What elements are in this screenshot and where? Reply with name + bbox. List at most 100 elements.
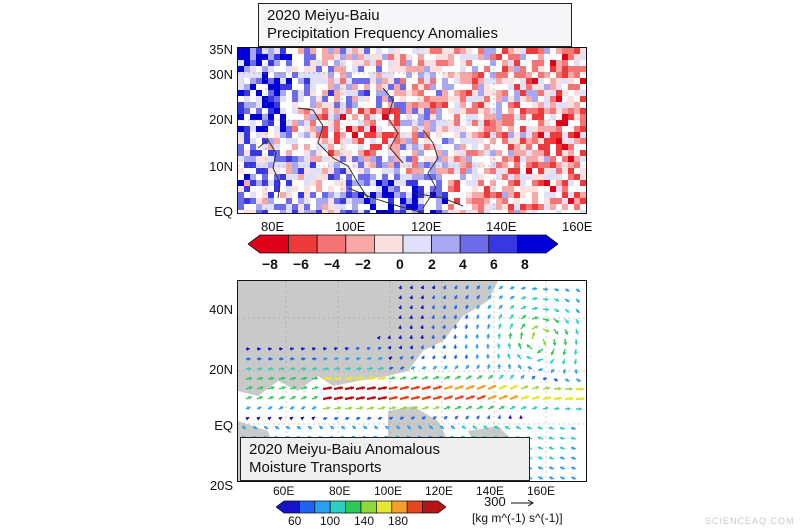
precip-cell xyxy=(316,72,322,78)
cb1-segment xyxy=(488,234,518,254)
moisture-vector-head xyxy=(314,395,318,400)
moisture-vector-head xyxy=(409,295,414,300)
precip-cell xyxy=(526,108,532,114)
precip-cell xyxy=(364,192,370,198)
precip-cell xyxy=(340,48,346,54)
precip-cell xyxy=(454,204,460,210)
precip-cell xyxy=(334,198,340,204)
precip-cell xyxy=(460,180,466,186)
precip-cell xyxy=(340,132,346,138)
precip-cell xyxy=(460,48,466,54)
precip-cell xyxy=(466,84,472,90)
precip-cell xyxy=(256,72,262,78)
precip-cell xyxy=(280,48,286,54)
precip-cell xyxy=(388,210,394,213)
precip-cell xyxy=(514,180,520,186)
precip-cell xyxy=(298,186,304,192)
moisture-vector-head xyxy=(565,298,570,302)
precip-cell xyxy=(322,168,328,174)
moisture-vector-head xyxy=(328,395,332,400)
precip-cell xyxy=(364,90,370,96)
moisture-vector-head xyxy=(380,366,384,371)
precip-cell xyxy=(520,198,526,204)
precip-cell xyxy=(346,132,352,138)
precip-cell xyxy=(406,150,412,156)
precip-cell xyxy=(244,108,250,114)
precip-cell xyxy=(454,180,460,186)
precip-cell xyxy=(442,120,448,126)
moisture-vector-head xyxy=(398,315,403,319)
precip-cell xyxy=(304,180,310,186)
precip-cell xyxy=(316,156,322,162)
moisture-vector-head xyxy=(464,314,469,319)
moisture-title-line2: Moisture Transports xyxy=(249,459,382,476)
precip-cell xyxy=(256,168,262,174)
precip-cell xyxy=(244,102,250,108)
precip-cell xyxy=(382,132,388,138)
precip-cell xyxy=(478,90,484,96)
precip-cell xyxy=(244,66,250,72)
precip-cell xyxy=(514,186,520,192)
precip-cell xyxy=(346,186,352,192)
precip-cell xyxy=(442,168,448,174)
precip-cell xyxy=(424,174,430,180)
precip-cell xyxy=(370,180,376,186)
precip-cell xyxy=(544,108,550,114)
precip-cell xyxy=(274,186,280,192)
precip-cell xyxy=(394,48,400,54)
moisture-vector-head xyxy=(537,436,542,441)
bot-x-tick-160e: 160E xyxy=(527,484,556,498)
precip-cell xyxy=(466,66,472,72)
precip-cell xyxy=(340,156,346,162)
precip-cell xyxy=(502,126,508,132)
precip-cell xyxy=(352,90,358,96)
precip-cell xyxy=(526,162,532,168)
precip-cell xyxy=(514,132,520,138)
precip-cell xyxy=(562,72,568,78)
cb2-segment xyxy=(314,500,331,514)
precip-cell xyxy=(238,84,244,90)
precip-cell xyxy=(442,102,448,108)
moisture-vector-head xyxy=(399,356,403,360)
precip-cell xyxy=(454,102,460,108)
precip-cell xyxy=(334,120,340,126)
moisture-vector-head xyxy=(270,376,275,381)
precip-cell xyxy=(532,132,538,138)
cb1-segment xyxy=(402,234,433,254)
precip-cell xyxy=(400,102,406,108)
precip-cell xyxy=(406,138,412,144)
precip-cell xyxy=(256,120,262,126)
precip-cell xyxy=(556,120,562,126)
precip-cell xyxy=(394,108,400,114)
precip-cell xyxy=(478,180,484,186)
moisture-vector-head xyxy=(545,297,549,302)
precip-cell xyxy=(574,66,580,72)
moisture-vector-head xyxy=(453,324,458,329)
precip-cell xyxy=(454,138,460,144)
precip-cell xyxy=(322,84,328,90)
moisture-vector-head xyxy=(264,426,268,430)
precip-cell xyxy=(436,144,442,150)
precip-cell xyxy=(496,120,502,126)
precip-cell xyxy=(568,114,574,120)
moisture-vector-head xyxy=(563,342,568,346)
moisture-vector-head xyxy=(483,425,488,430)
moisture-vector-head xyxy=(413,376,418,380)
precip-cell xyxy=(250,90,256,96)
precip-cell xyxy=(484,114,490,120)
precip-cell xyxy=(286,90,292,96)
moisture-vector-head xyxy=(549,466,553,471)
moisture-vector-head xyxy=(378,416,383,421)
precip-cell xyxy=(244,174,250,180)
moisture-vector-head xyxy=(356,416,361,421)
precip-cell xyxy=(550,114,556,120)
moisture-vector-head xyxy=(327,376,332,381)
precip-cell xyxy=(568,84,574,90)
precip-cell xyxy=(268,210,274,213)
precip-cell xyxy=(352,144,358,150)
precip-cell xyxy=(424,60,430,66)
precip-cell xyxy=(268,126,274,132)
precip-cell xyxy=(418,174,424,180)
precip-cell xyxy=(478,96,484,102)
precip-cell xyxy=(340,168,346,174)
